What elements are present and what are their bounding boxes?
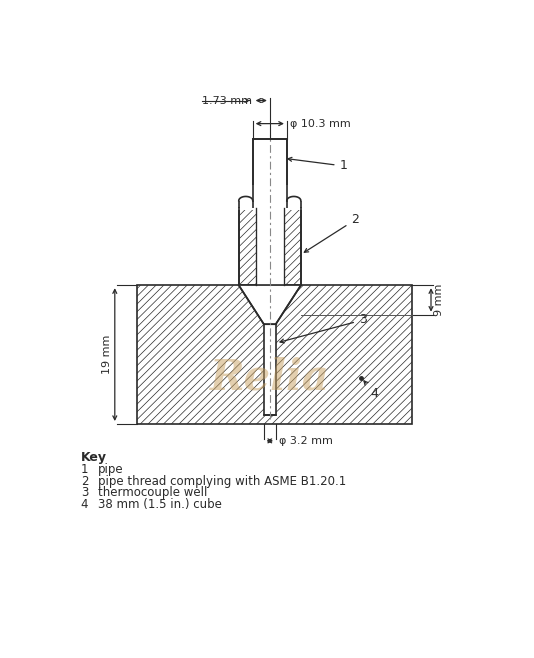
Text: 19 mm: 19 mm: [101, 335, 112, 374]
Text: 4: 4: [364, 381, 379, 399]
Text: φ 3.2 mm: φ 3.2 mm: [279, 436, 333, 446]
Polygon shape: [239, 209, 301, 286]
Text: 1: 1: [81, 463, 88, 476]
Text: 1.73 mm: 1.73 mm: [202, 95, 253, 105]
Polygon shape: [137, 286, 412, 424]
Text: 3: 3: [81, 486, 88, 499]
Text: pipe thread complying with ASME B1.20.1: pipe thread complying with ASME B1.20.1: [98, 474, 346, 488]
Text: 4: 4: [81, 498, 88, 511]
Text: 2: 2: [81, 474, 88, 488]
Polygon shape: [253, 139, 287, 209]
Polygon shape: [264, 324, 276, 415]
Text: 2: 2: [304, 213, 359, 252]
Polygon shape: [239, 286, 301, 324]
Text: Key: Key: [81, 451, 107, 464]
Text: 3: 3: [280, 313, 367, 343]
Text: thermocouple well: thermocouple well: [98, 486, 207, 499]
Text: pipe: pipe: [98, 463, 123, 476]
Text: 9 mm: 9 mm: [434, 284, 444, 316]
Polygon shape: [256, 209, 284, 286]
Text: φ 10.3 mm: φ 10.3 mm: [290, 118, 351, 128]
Text: 1: 1: [288, 157, 348, 172]
Text: Relia: Relia: [210, 357, 329, 399]
Text: 38 mm (1.5 in.) cube: 38 mm (1.5 in.) cube: [98, 498, 222, 511]
Polygon shape: [237, 185, 302, 210]
